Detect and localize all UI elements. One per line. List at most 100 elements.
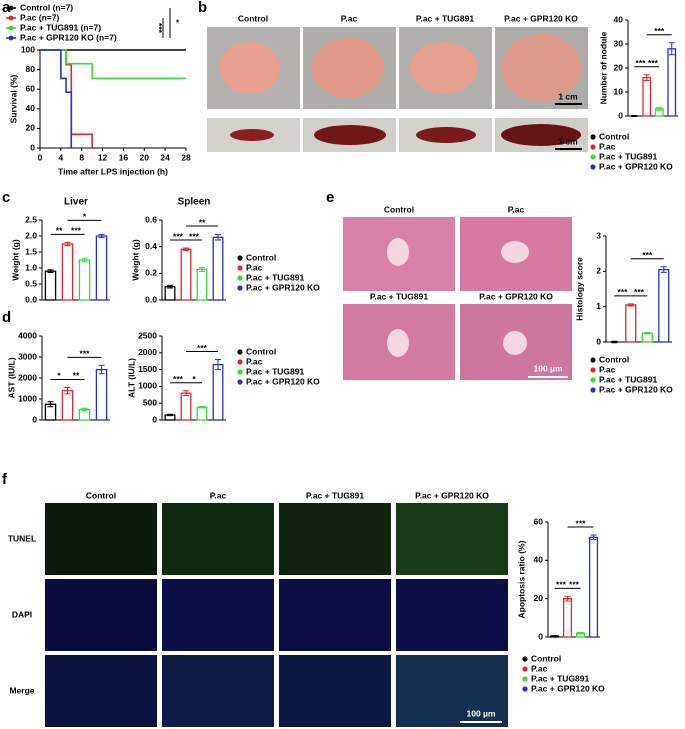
fluorescence: [162, 503, 274, 575]
legend-label: P.ac (n=7): [20, 12, 59, 22]
error-bar: [81, 257, 88, 263]
y-tick-label: 0.2: [145, 268, 157, 278]
fluorescence: [396, 503, 508, 575]
legend-label: P.ac + GPR120 KO: [599, 384, 673, 394]
y-tick-label: 0: [538, 631, 543, 641]
bar: [180, 248, 192, 301]
liver: [501, 34, 581, 102]
bar: [180, 392, 192, 421]
significance: ***: [189, 231, 200, 241]
y-tick-label: 0: [30, 142, 35, 152]
error-bar: [199, 406, 205, 409]
bar: [642, 76, 652, 117]
significance: *: [57, 371, 61, 381]
legend-marker: [522, 666, 528, 672]
significance: ***: [634, 287, 645, 297]
y-tick-label: 0: [596, 336, 601, 346]
y-tick-label: 0.0: [25, 294, 37, 304]
error-bar: [64, 386, 71, 395]
bar: [196, 406, 208, 421]
error-bar: [577, 632, 584, 635]
y-tick-label: 2000: [18, 372, 37, 382]
vessel: [503, 331, 527, 355]
x-tick-label: 20: [140, 152, 150, 162]
error-bar: [183, 390, 189, 396]
bar: [95, 235, 108, 301]
significance: *: [176, 17, 180, 27]
y-axis-label: Number of nodule: [598, 31, 608, 104]
y-tick-label: 0.5: [25, 278, 37, 288]
bar: [667, 48, 677, 117]
bar: [212, 363, 224, 421]
y-tick-label: 3: [596, 230, 601, 240]
y-tick-label: 20: [26, 123, 36, 133]
y-tick-label: 2.5: [25, 214, 37, 224]
legend-marker: [590, 357, 596, 363]
y-tick-label: 0.0: [145, 294, 157, 304]
y-tick-label: 4000: [18, 330, 37, 340]
y-tick-label: 100: [21, 44, 35, 54]
survival-line: [40, 49, 186, 80]
legend-marker: [522, 686, 528, 692]
legend-marker: [522, 676, 528, 682]
scale-label: 100 µm: [467, 708, 496, 718]
scale-label: 100 µm: [534, 363, 563, 373]
fluorescence: [45, 579, 157, 651]
legend-label: P.ac + TUG891: [246, 366, 304, 376]
legend-marker: [237, 285, 243, 291]
legend-marker: [237, 369, 243, 375]
y-tick-label: 1000: [18, 393, 37, 403]
significance: ***: [197, 343, 208, 353]
legend-marker: [590, 134, 596, 140]
significance: **: [73, 371, 80, 381]
error-bar: [98, 364, 105, 375]
vessel: [501, 241, 529, 263]
legend-marker: [8, 5, 14, 11]
y-tick-label: 0: [152, 414, 157, 424]
bar: [562, 598, 573, 638]
column-label: Control: [86, 490, 116, 500]
y-tick-label: 20: [614, 62, 624, 72]
y-axis-label: Weight (g): [10, 239, 20, 281]
spleen: [230, 129, 274, 141]
significance: ***: [648, 58, 659, 68]
error-bar: [631, 115, 638, 117]
error-bar: [627, 303, 634, 307]
column-label: P.ac + TUG891: [416, 13, 474, 23]
significance: ***: [173, 374, 184, 384]
error-bar: [215, 234, 221, 241]
panel-label: b: [198, 0, 207, 16]
bar: [641, 332, 653, 343]
y-tick-label: 2.0: [25, 230, 37, 240]
significance: **: [56, 226, 63, 236]
legend-label: Control: [599, 131, 629, 141]
legend-label: Control: [246, 346, 276, 356]
bar: [588, 536, 599, 638]
row-label: DAPI: [12, 609, 32, 619]
legend-marker: [237, 265, 243, 271]
legend-label: Control: [531, 653, 561, 663]
significance: ***: [618, 287, 629, 297]
error-bar: [81, 407, 88, 412]
significance: ***: [654, 26, 665, 36]
x-tick-label: 0: [38, 152, 43, 162]
legend-marker: [590, 367, 596, 373]
column-label: P.ac + GPR120 KO: [504, 13, 578, 23]
legend-label: P.ac + GPR120 KO (n=7): [20, 32, 117, 42]
y-tick-label: 20: [534, 593, 544, 603]
x-tick-label: 12: [98, 152, 108, 162]
legend-marker: [237, 255, 243, 261]
error-bar: [167, 413, 173, 417]
significance: *: [192, 374, 196, 384]
y-axis-label: Weight (g): [130, 239, 140, 281]
image-panels: [45, 27, 588, 727]
column-label: P.ac + TUG891: [370, 291, 428, 301]
bar: [164, 286, 176, 301]
error-bar: [643, 74, 650, 81]
y-tick-label: 0.6: [145, 214, 157, 224]
vessel: [387, 329, 409, 357]
y-tick-label: 1.0: [25, 262, 37, 272]
y-axis-label: Histology score: [574, 257, 584, 321]
legend-marker: [237, 379, 243, 385]
